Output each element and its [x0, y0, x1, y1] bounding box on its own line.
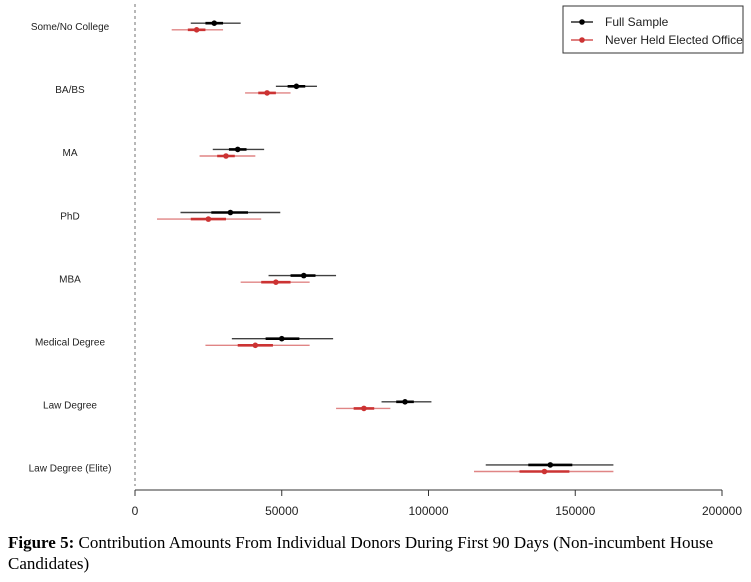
x-tick-label: 100000 [408, 504, 448, 518]
dot-whisker-chart: 0 50000 100000 150000 200000 Some/No College B… [29, 4, 744, 518]
category-label: Medical Degree [35, 338, 105, 349]
point-estimate [227, 209, 234, 216]
point-estimate [541, 468, 548, 475]
point-estimate [252, 342, 259, 349]
category-label: PhD [60, 211, 79, 222]
category-label: Law Degree (Elite) [29, 464, 112, 475]
x-tick-label: 0 [132, 504, 139, 518]
point-estimate [361, 405, 367, 412]
legend-swatch-dot [579, 19, 585, 25]
category-label: BA/BS [55, 85, 85, 96]
figure-caption: Figure 5: Contribution Amounts From Indi… [8, 532, 744, 574]
x-tick-label: 150000 [555, 504, 595, 518]
category-label: MBA [59, 274, 81, 285]
point-estimate [211, 20, 218, 27]
point-estimate [402, 399, 408, 405]
point-estimate [273, 279, 279, 286]
x-tick-label: 50000 [265, 504, 299, 518]
point-estimate [223, 153, 229, 159]
caption-lead: Figure 5: [8, 533, 75, 552]
point-estimate [278, 335, 285, 342]
point-estimate [193, 27, 200, 33]
category-label: Some/No College [31, 22, 110, 33]
point-estimate [293, 83, 300, 90]
caption-text: Contribution Amounts From Individual Don… [8, 533, 714, 573]
category-label: Law Degree [43, 401, 97, 412]
point-estimate [547, 462, 554, 468]
category-label: MA [63, 148, 78, 159]
point-estimate [234, 146, 241, 153]
x-tick-label: 200000 [702, 504, 742, 518]
legend-label: Never Held Elected Office [605, 33, 743, 47]
legend-label: Full Sample [605, 15, 669, 29]
point-estimate [205, 216, 212, 222]
point-estimate [264, 90, 270, 96]
point-estimate [300, 272, 307, 279]
legend-box [562, 5, 744, 54]
legend-swatch-dot [579, 37, 585, 43]
